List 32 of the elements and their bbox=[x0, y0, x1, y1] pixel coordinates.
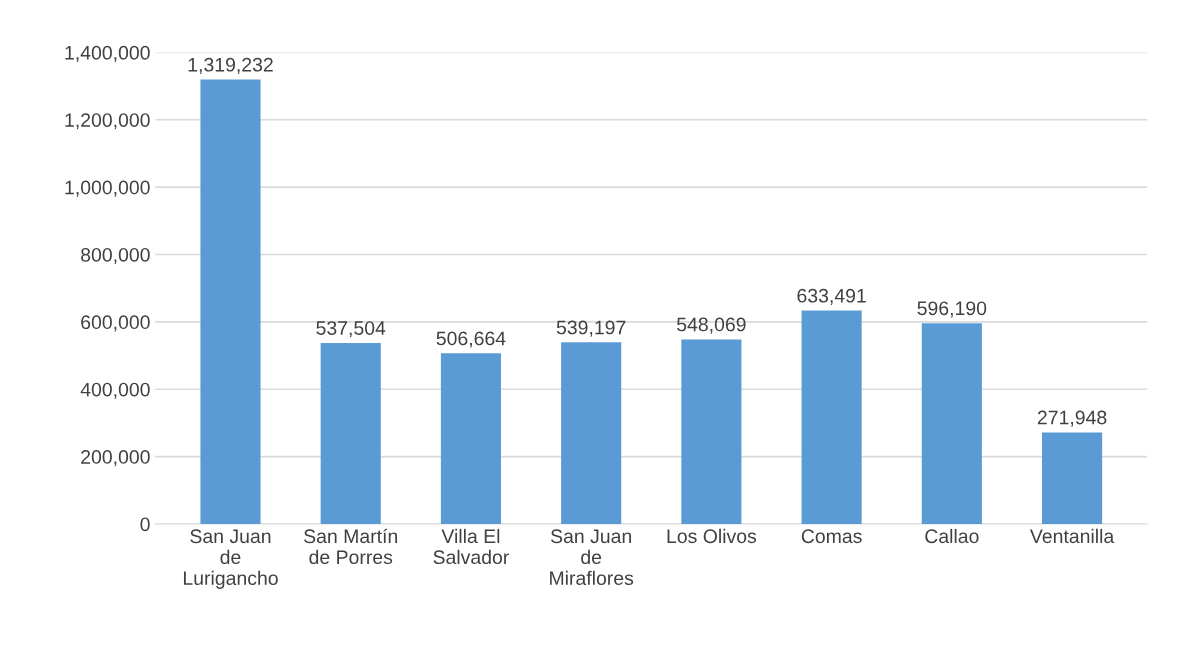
y-tick-label: 600,000 bbox=[81, 315, 150, 332]
bar bbox=[561, 342, 622, 524]
data-label: 506,664 bbox=[436, 331, 506, 348]
y-tick-label: 1,400,000 bbox=[65, 45, 150, 62]
y-tick-label: 200,000 bbox=[81, 450, 150, 467]
data-label: 537,504 bbox=[316, 321, 386, 338]
y-tick-label: 0 bbox=[140, 517, 150, 532]
x-tick-label: Ventanilla bbox=[1029, 528, 1115, 544]
bar bbox=[1042, 432, 1103, 524]
x-tick-label: Villa El Salvador bbox=[433, 528, 509, 565]
data-label: 271,948 bbox=[1037, 410, 1107, 427]
x-tick-label: Callao bbox=[925, 528, 979, 544]
x-tick-label: San Juan de Lurigancho bbox=[183, 529, 278, 589]
data-label: 596,190 bbox=[917, 301, 987, 318]
bar bbox=[440, 353, 501, 524]
data-label: 548,069 bbox=[677, 317, 746, 334]
x-tick-label: Comas bbox=[801, 529, 862, 544]
bar bbox=[681, 339, 742, 524]
y-tick-label: 800,000 bbox=[81, 247, 150, 265]
y-tick-label: 1,200,000 bbox=[65, 113, 150, 130]
bar bbox=[320, 342, 381, 524]
y-tick-label: 1,000,000 bbox=[65, 180, 150, 197]
bar bbox=[921, 323, 982, 524]
data-label: 1,319,232 bbox=[188, 57, 273, 74]
bar bbox=[200, 79, 261, 524]
x-tick-label: San Juan de Miraflores bbox=[550, 529, 634, 586]
y-tick-label: 400,000 bbox=[80, 382, 150, 399]
data-label: 633,491 bbox=[797, 288, 866, 305]
x-tick-label: San Martín de Porres bbox=[304, 528, 398, 565]
x-tick-label: Los Olivos bbox=[667, 528, 757, 544]
data-label: 539,197 bbox=[556, 320, 626, 337]
bar bbox=[801, 310, 862, 524]
